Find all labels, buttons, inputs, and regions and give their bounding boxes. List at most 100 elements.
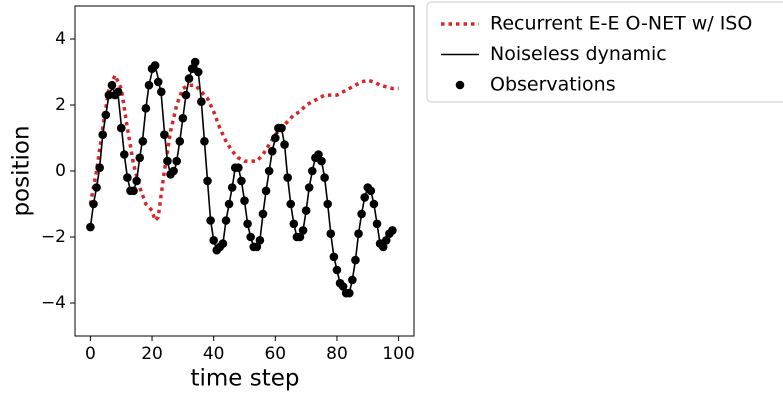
point (252, 242, 262, 252)
point (237, 176, 246, 186)
point (264, 166, 274, 176)
point (150, 61, 160, 70)
point (298, 226, 308, 235)
point (144, 80, 154, 90)
point (283, 173, 292, 182)
point (107, 80, 117, 90)
point (163, 156, 172, 166)
point (153, 77, 163, 87)
plot-area (86, 57, 399, 298)
x-tick-label: 60 (264, 344, 286, 364)
point (135, 153, 145, 163)
point (378, 242, 388, 252)
point (286, 199, 296, 209)
point (184, 74, 194, 83)
point (197, 97, 206, 106)
point (243, 219, 252, 229)
legend-label: Observations (490, 74, 616, 96)
point (224, 199, 234, 209)
point (203, 176, 212, 186)
point (138, 137, 148, 146)
y-tick-label: −4 (41, 293, 66, 313)
point (95, 163, 104, 172)
x-tick-label: 20 (141, 344, 163, 364)
point (240, 196, 249, 205)
point (261, 186, 271, 196)
point (267, 146, 277, 156)
point (172, 156, 181, 166)
x-tick-label: 100 (382, 344, 414, 364)
point (120, 150, 129, 159)
point (320, 173, 329, 182)
point (92, 183, 101, 192)
point (129, 186, 138, 196)
point (271, 133, 280, 143)
point (116, 123, 126, 133)
legend-label: Recurrent E-E O-NET w/ ISO (490, 13, 752, 35)
point (381, 236, 391, 245)
x-axis-label: time step (190, 366, 299, 392)
point (317, 156, 326, 166)
point (357, 209, 366, 219)
point (113, 87, 123, 97)
point (308, 166, 317, 176)
point (301, 206, 311, 215)
point (209, 236, 218, 245)
point (277, 123, 286, 133)
point (338, 282, 348, 291)
point (332, 265, 342, 275)
point (221, 216, 231, 225)
point (314, 150, 323, 159)
point (246, 232, 255, 242)
point (193, 67, 203, 77)
point (388, 226, 397, 235)
plot-frame (74, 5, 415, 337)
point (206, 216, 215, 225)
legend-box (426, 1, 783, 103)
point (89, 199, 98, 209)
y-tick-label: −2 (41, 227, 66, 247)
point (372, 219, 382, 229)
point (323, 199, 333, 209)
point (123, 173, 132, 182)
point (98, 130, 108, 139)
legend-label: Noiseless dynamic (490, 43, 667, 65)
x-tick-label: 0 (85, 344, 96, 364)
point (218, 239, 228, 248)
point (360, 193, 369, 202)
point (369, 199, 379, 209)
point (132, 176, 141, 186)
point (366, 186, 376, 196)
point (295, 232, 305, 242)
point (190, 57, 200, 67)
point (351, 255, 360, 265)
point (289, 219, 299, 229)
point (175, 137, 185, 146)
y-axis-label: position (9, 125, 35, 216)
point (181, 90, 191, 100)
point (86, 222, 95, 232)
point (344, 288, 354, 298)
point (258, 209, 268, 219)
point (101, 110, 111, 120)
x-tick-label: 40 (203, 344, 225, 364)
legend-swatch (455, 80, 465, 90)
point (348, 275, 357, 285)
point (354, 229, 363, 238)
point (234, 163, 243, 172)
point (326, 229, 336, 238)
point (141, 104, 151, 113)
y-tick-label: 4 (55, 29, 66, 49)
point (169, 166, 178, 176)
point (280, 140, 289, 149)
point (156, 87, 166, 97)
point (104, 90, 114, 100)
y-tick-label: 0 (55, 161, 66, 181)
point (160, 130, 169, 139)
point (227, 183, 237, 192)
line (88, 71, 399, 224)
point (200, 137, 209, 146)
point (178, 113, 188, 123)
x-tick-label: 80 (326, 344, 348, 364)
